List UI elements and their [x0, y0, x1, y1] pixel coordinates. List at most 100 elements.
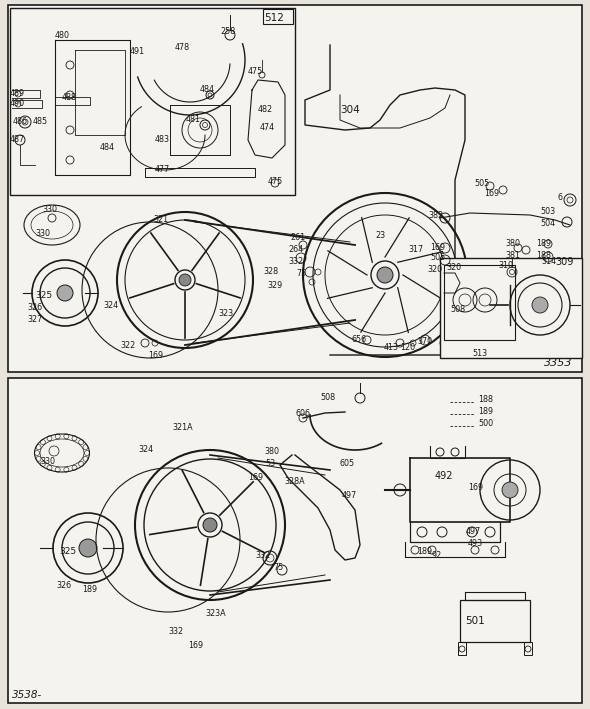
- Text: 189: 189: [536, 238, 551, 247]
- Text: 330: 330: [42, 206, 57, 215]
- Text: 169: 169: [148, 350, 163, 359]
- Text: 505: 505: [474, 179, 489, 187]
- Text: 482: 482: [258, 106, 273, 114]
- Text: 413: 413: [384, 342, 399, 352]
- Text: 320: 320: [427, 265, 442, 274]
- Circle shape: [79, 539, 97, 557]
- Text: 120: 120: [400, 342, 415, 352]
- Text: 3353: 3353: [544, 358, 572, 368]
- Text: 328: 328: [263, 267, 278, 277]
- Text: 317: 317: [408, 245, 423, 255]
- Text: 491: 491: [130, 48, 145, 57]
- Text: 481: 481: [186, 116, 201, 125]
- Polygon shape: [465, 592, 525, 600]
- Text: 53: 53: [265, 459, 275, 467]
- Text: 508: 508: [320, 393, 335, 403]
- Bar: [263, 9, 293, 24]
- Text: 475: 475: [268, 177, 283, 186]
- Circle shape: [179, 274, 191, 286]
- Bar: [444, 265, 515, 340]
- Text: 381: 381: [505, 252, 520, 260]
- Text: 169: 169: [248, 472, 263, 481]
- Text: 486: 486: [13, 118, 28, 126]
- Text: 489: 489: [10, 89, 25, 98]
- Text: 169: 169: [468, 483, 483, 491]
- Text: 505: 505: [430, 254, 445, 262]
- Text: 23: 23: [375, 230, 385, 240]
- Text: 492: 492: [435, 471, 454, 481]
- Bar: [524, 642, 532, 655]
- Bar: [460, 600, 530, 642]
- Text: 485: 485: [33, 118, 48, 126]
- Text: 328A: 328A: [284, 476, 304, 486]
- Bar: [8, 378, 582, 703]
- Text: 329: 329: [267, 281, 282, 289]
- Text: 605: 605: [340, 459, 355, 469]
- Text: 332: 332: [168, 627, 183, 637]
- Text: 189: 189: [478, 408, 493, 416]
- Text: 380: 380: [264, 447, 279, 455]
- Text: 189: 189: [82, 586, 97, 595]
- Text: 169: 169: [484, 189, 499, 198]
- Polygon shape: [145, 168, 255, 177]
- Text: 304: 304: [340, 105, 360, 115]
- Text: 504: 504: [540, 218, 555, 228]
- Text: 169: 169: [430, 242, 445, 252]
- Text: 380: 380: [505, 240, 520, 248]
- Text: 325: 325: [60, 547, 77, 557]
- Text: 488: 488: [62, 92, 77, 101]
- Text: 656: 656: [352, 335, 367, 345]
- Text: 189: 189: [417, 547, 432, 557]
- Bar: [10, 8, 295, 195]
- Text: 474: 474: [260, 123, 275, 133]
- Text: 326: 326: [56, 581, 71, 589]
- Text: 480: 480: [55, 30, 70, 40]
- Text: 323: 323: [218, 310, 233, 318]
- Text: 513: 513: [472, 349, 487, 357]
- Text: 497: 497: [466, 527, 481, 537]
- Text: 606: 606: [296, 408, 311, 418]
- Text: 309: 309: [555, 257, 573, 267]
- Text: 323A: 323A: [205, 610, 225, 618]
- Text: 501: 501: [465, 616, 485, 626]
- Text: 6: 6: [558, 193, 563, 201]
- Text: 484: 484: [100, 143, 115, 152]
- Text: 321A: 321A: [172, 423, 192, 432]
- Circle shape: [203, 518, 217, 532]
- Circle shape: [502, 482, 518, 498]
- Text: 475: 475: [248, 67, 263, 77]
- Text: 264: 264: [288, 245, 303, 255]
- Text: 258: 258: [220, 28, 235, 36]
- Text: 484: 484: [200, 86, 215, 94]
- Text: 500: 500: [478, 420, 493, 428]
- Text: 512: 512: [264, 13, 284, 23]
- Text: 75: 75: [296, 269, 306, 279]
- Text: 497: 497: [342, 491, 358, 500]
- Text: 370: 370: [417, 337, 432, 347]
- Text: 330: 330: [40, 457, 55, 467]
- Text: 92: 92: [432, 550, 442, 559]
- Text: 514: 514: [541, 257, 556, 267]
- Text: 3538-: 3538-: [12, 690, 42, 700]
- Text: 332: 332: [255, 552, 270, 561]
- Text: 325: 325: [35, 291, 53, 301]
- Polygon shape: [280, 455, 360, 560]
- Text: 261: 261: [290, 233, 305, 242]
- Text: 508: 508: [450, 306, 465, 315]
- Text: 321: 321: [153, 216, 168, 225]
- Text: 320: 320: [446, 264, 461, 272]
- Circle shape: [377, 267, 393, 283]
- Text: 324: 324: [103, 301, 118, 310]
- Text: 188: 188: [536, 252, 551, 260]
- Text: 483: 483: [155, 135, 170, 145]
- Bar: [8, 5, 582, 372]
- Text: 490: 490: [10, 99, 25, 108]
- Text: 478: 478: [175, 43, 190, 52]
- Text: 188: 188: [478, 396, 493, 405]
- Text: 477: 477: [155, 165, 171, 174]
- Bar: [458, 642, 466, 655]
- Text: 169: 169: [188, 640, 203, 649]
- Circle shape: [532, 297, 548, 313]
- Text: 382: 382: [428, 211, 443, 220]
- Circle shape: [57, 285, 73, 301]
